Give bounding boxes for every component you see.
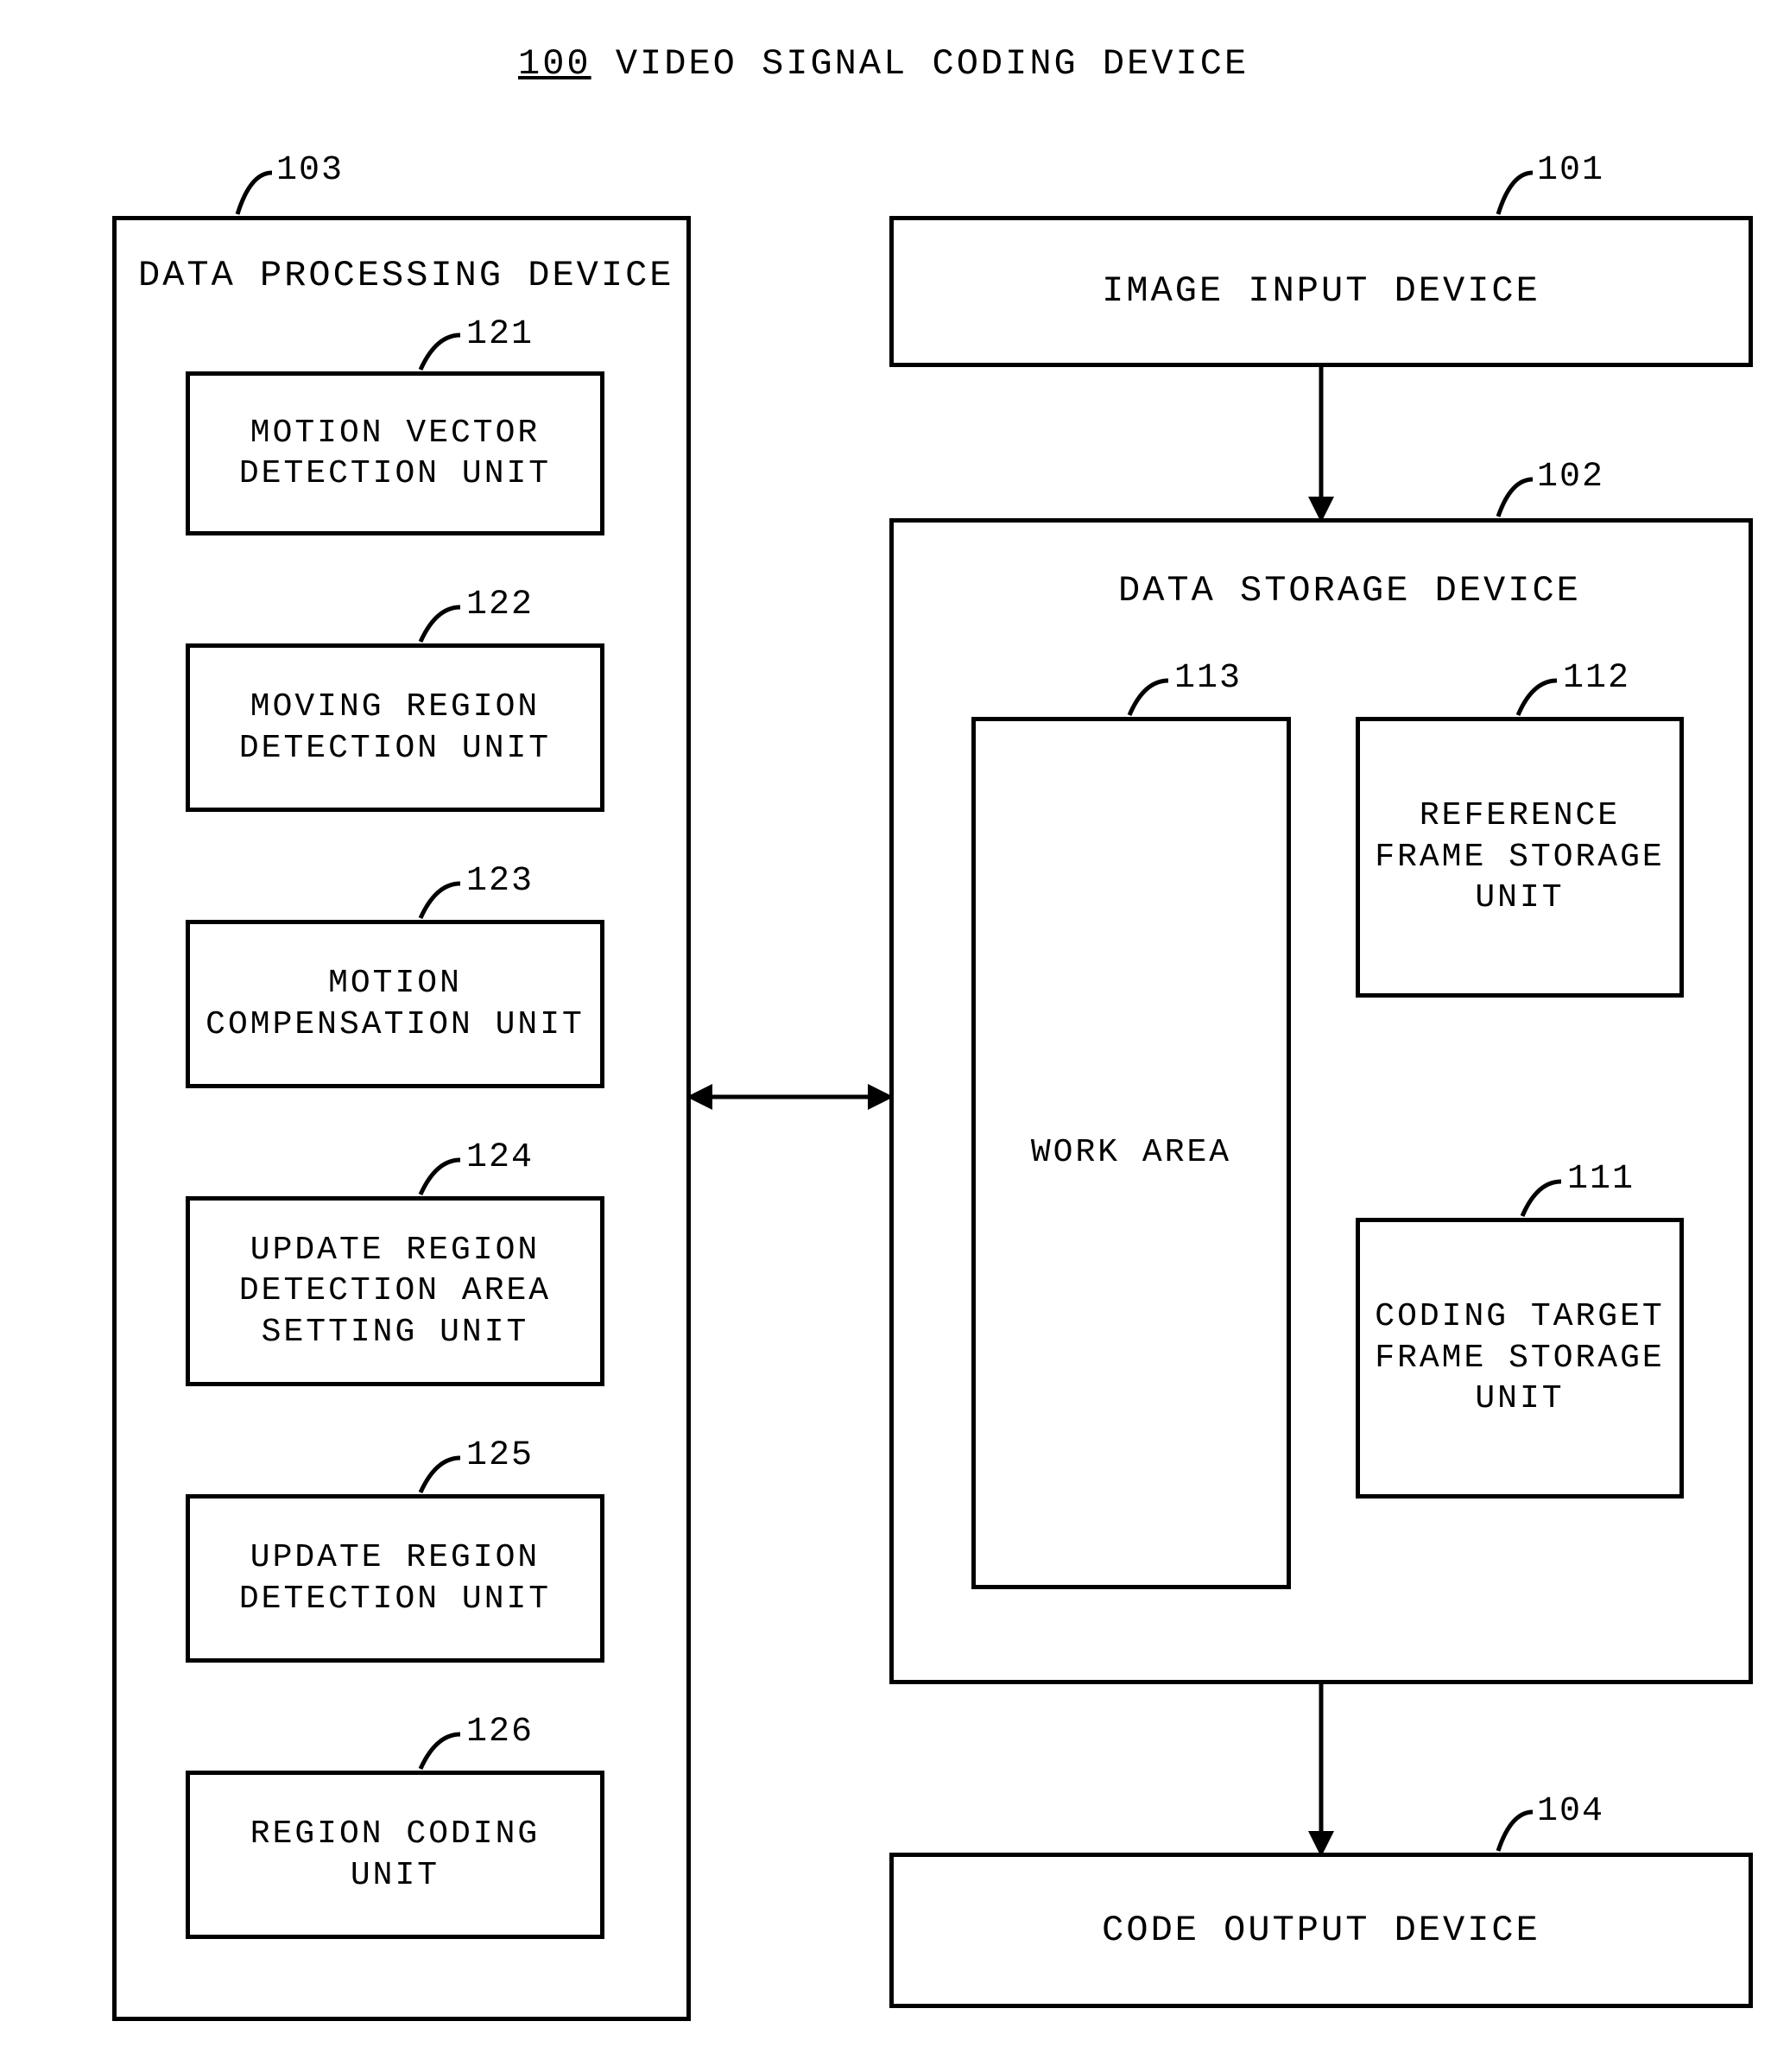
ref-image_input: 101	[1537, 151, 1604, 190]
ref-update_region_area: 124	[466, 1138, 534, 1177]
box-moving_region: MOVING REGION DETECTION UNIT	[186, 643, 604, 812]
title-text: VIDEO SIGNAL CODING DEVICE	[616, 43, 1249, 85]
box-motion_vector: MOTION VECTOR DETECTION UNIT	[186, 371, 604, 535]
box-image_input: IMAGE INPUT DEVICE	[889, 216, 1753, 367]
box-region_coding: REGION CODING UNIT	[186, 1771, 604, 1939]
title-ref: 100	[518, 43, 591, 85]
box-title-image_input: IMAGE INPUT DEVICE	[1102, 269, 1540, 314]
outer-title-data_processing: DATA PROCESSING DEVICE	[138, 255, 674, 296]
ref-update_region_det: 125	[466, 1436, 534, 1475]
box-title-code_output: CODE OUTPUT DEVICE	[1102, 1908, 1540, 1954]
leader-data_storage	[1498, 479, 1533, 516]
box-coding_target: CODING TARGET FRAME STORAGE UNIT	[1356, 1218, 1684, 1499]
ref-data_processing: 103	[276, 151, 344, 190]
box-update_region_det: UPDATE REGION DETECTION UNIT	[186, 1494, 604, 1663]
leader-data_processing	[237, 173, 272, 214]
ref-code_output: 104	[1537, 1792, 1604, 1831]
ref-moving_region: 122	[466, 586, 534, 624]
ref-motion_comp: 123	[466, 862, 534, 901]
leader-code_output	[1498, 1812, 1533, 1851]
box-ref_frame: REFERENCE FRAME STORAGE UNIT	[1356, 717, 1684, 998]
box-text-coding_target: CODING TARGET FRAME STORAGE UNIT	[1375, 1296, 1664, 1420]
ref-ref_frame: 112	[1563, 659, 1630, 698]
box-code_output: CODE OUTPUT DEVICE	[889, 1853, 1753, 2008]
box-motion_comp: MOTION COMPENSATION UNIT	[186, 920, 604, 1088]
box-work_area: WORK AREA	[971, 717, 1291, 1589]
box-text-update_region_area: UPDATE REGION DETECTION AREA SETTING UNI…	[239, 1230, 551, 1353]
diagram-ref-number: 100 VIDEO SIGNAL CODING DEVICE	[518, 43, 1249, 85]
box-text-motion_vector: MOTION VECTOR DETECTION UNIT	[239, 413, 551, 495]
ref-region_coding: 126	[466, 1713, 534, 1752]
ref-work_area: 113	[1174, 659, 1242, 698]
ref-coding_target: 111	[1567, 1160, 1635, 1199]
leader-image_input	[1498, 173, 1533, 214]
box-text-region_coding: REGION CODING UNIT	[250, 1814, 540, 1896]
ref-data_storage: 102	[1537, 458, 1604, 497]
box-text-update_region_det: UPDATE REGION DETECTION UNIT	[239, 1537, 551, 1619]
ref-motion_vector: 121	[466, 315, 534, 354]
outer-title-data_storage: DATA STORAGE DEVICE	[1118, 570, 1581, 611]
box-text-work_area: WORK AREA	[1031, 1132, 1231, 1174]
box-text-motion_comp: MOTION COMPENSATION UNIT	[206, 963, 585, 1045]
box-text-moving_region: MOVING REGION DETECTION UNIT	[239, 687, 551, 769]
box-text-ref_frame: REFERENCE FRAME STORAGE UNIT	[1375, 795, 1664, 919]
box-update_region_area: UPDATE REGION DETECTION AREA SETTING UNI…	[186, 1196, 604, 1386]
